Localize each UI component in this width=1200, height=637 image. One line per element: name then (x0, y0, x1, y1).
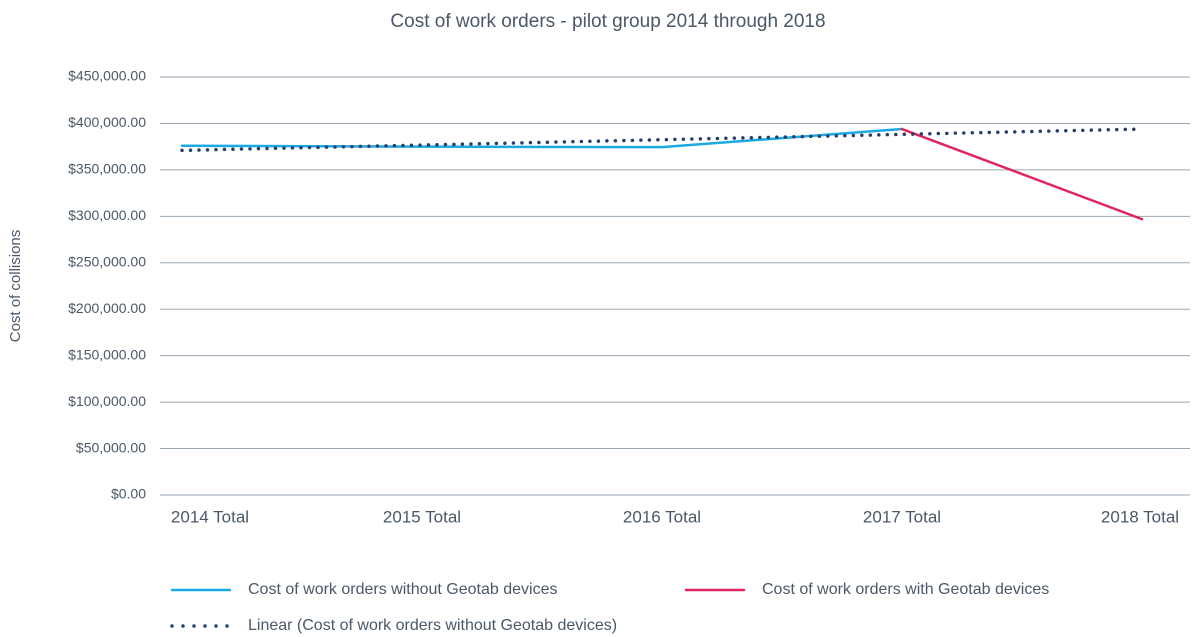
legend-label: Cost of work orders without Geotab devic… (248, 581, 557, 598)
chart-title: Cost of work orders - pilot group 2014 t… (390, 11, 825, 32)
y-tick-label: $150,000.00 (68, 346, 146, 362)
y-tick-label: $300,000.00 (68, 207, 146, 223)
legend-label: Linear (Cost of work orders without Geot… (248, 617, 617, 634)
y-tick-label: $250,000.00 (68, 253, 146, 269)
x-tick-label: 2015 Total (383, 507, 461, 526)
series-line (900, 127, 1144, 221)
series-line (180, 127, 1144, 153)
y-tick-label: $200,000.00 (68, 300, 146, 316)
x-tick-label: 2017 Total (863, 507, 941, 526)
series-line (180, 127, 904, 149)
y-tick-label: $350,000.00 (68, 161, 146, 177)
x-tick-label: 2014 Total (171, 507, 249, 526)
x-tick-label: 2018 Total (1101, 507, 1179, 526)
y-tick-label: $0.00 (111, 486, 146, 502)
y-tick-label: $100,000.00 (68, 393, 146, 409)
y-axis-title: Cost of collisions (7, 230, 24, 343)
y-tick-label: $50,000.00 (76, 439, 146, 455)
x-tick-label: 2016 Total (623, 507, 701, 526)
legend-label: Cost of work orders with Geotab devices (762, 581, 1049, 598)
y-tick-label: $450,000.00 (68, 68, 146, 84)
y-tick-label: $400,000.00 (68, 114, 146, 130)
